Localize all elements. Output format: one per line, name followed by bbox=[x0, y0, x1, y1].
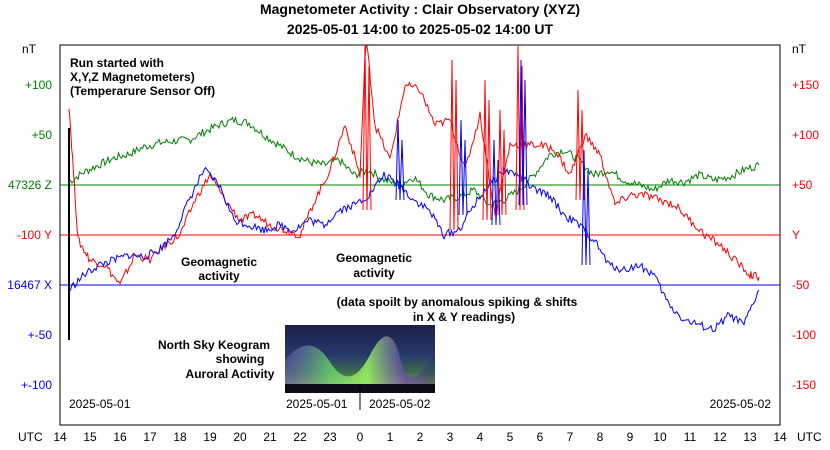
series-z-line bbox=[68, 115, 760, 209]
geo-activity-2-line1: Geomagnetic bbox=[336, 251, 412, 265]
right-unit-label: nT bbox=[792, 42, 807, 56]
left-tick-label: 16467 X bbox=[7, 278, 52, 292]
geo-activity-1-line1: Geomagnetic bbox=[181, 255, 257, 269]
x-tick-label: 3 bbox=[447, 430, 454, 444]
right-tick-label: +150 bbox=[792, 78, 819, 92]
x-tick-label: 5 bbox=[507, 430, 514, 444]
left-unit-label: nT bbox=[22, 42, 37, 56]
left-tick-label: +50 bbox=[32, 128, 53, 142]
spoilt-note-line1: (data spoilt by anomalous spiking & shif… bbox=[337, 295, 578, 309]
right-tick-label: -150 bbox=[792, 378, 816, 392]
x-tick-label: 4 bbox=[477, 430, 484, 444]
x-tick-label: 10 bbox=[653, 430, 667, 444]
x-tick-label: 16 bbox=[113, 430, 127, 444]
date-keogram-right: 2025-05-02 bbox=[369, 397, 431, 411]
keogram-caption-line1: North Sky Keogram bbox=[158, 338, 270, 352]
left-tick-label: 47326 Z bbox=[8, 178, 52, 192]
x-tick-label: 23 bbox=[323, 430, 337, 444]
x-tick-label: 14 bbox=[53, 430, 67, 444]
spike-mark bbox=[575, 89, 585, 201]
right-tick-label: -50 bbox=[792, 278, 810, 292]
utc-label-left: UTC bbox=[18, 430, 43, 444]
x-tick-label: 12 bbox=[713, 430, 727, 444]
x-tick-label: 19 bbox=[203, 430, 217, 444]
series-y-line bbox=[68, 45, 760, 285]
date-end: 2025-05-02 bbox=[710, 397, 772, 411]
spike-mark bbox=[395, 119, 405, 201]
chart-title: Magnetometer Activity : Clair Observator… bbox=[260, 1, 580, 17]
x-tick-label: 1 bbox=[387, 430, 394, 444]
left-tick-label: +-100 bbox=[21, 378, 52, 392]
x-tick-label: 2 bbox=[417, 430, 424, 444]
spike-mark bbox=[515, 45, 525, 211]
x-tick-label: 21 bbox=[263, 430, 277, 444]
spike-mark bbox=[482, 79, 492, 221]
right-tick-label: +100 bbox=[792, 128, 819, 142]
right-tick-label: +50 bbox=[792, 178, 813, 192]
keogram-caption-line3: Auroral Activity bbox=[186, 367, 275, 381]
x-tick-label: 17 bbox=[143, 430, 157, 444]
x-tick-label: 9 bbox=[627, 430, 634, 444]
x-tick-label: 14 bbox=[773, 430, 787, 444]
geo-activity-2-line2: activity bbox=[353, 266, 395, 280]
x-tick-label: 18 bbox=[173, 430, 187, 444]
x-tick-label: 7 bbox=[567, 430, 574, 444]
run-started-line3: (Temperarure Sensor Off) bbox=[70, 84, 215, 98]
right-tick-label: -100 bbox=[792, 328, 816, 342]
x-tick-label: 20 bbox=[233, 430, 247, 444]
x-tick-label: 11 bbox=[684, 430, 697, 444]
x-tick-label: 22 bbox=[293, 430, 307, 444]
run-started-line2: X,Y,Z Magnetometers) bbox=[70, 70, 195, 84]
spike-mark bbox=[362, 45, 372, 211]
chart-subtitle: 2025-05-01 14:00 to 2025-05-02 14:00 UT bbox=[287, 21, 554, 37]
keogram-caption-line2: showing bbox=[216, 352, 265, 366]
left-tick-label: +100 bbox=[25, 78, 52, 92]
run-started-line1: Run started with bbox=[70, 56, 164, 70]
x-tick-label: 6 bbox=[537, 430, 544, 444]
geo-activity-1-line2: activity bbox=[198, 269, 240, 283]
date-start: 2025-05-01 bbox=[69, 397, 131, 411]
spike-mark bbox=[458, 119, 468, 216]
utc-label-right: UTC bbox=[797, 430, 822, 444]
spike-mark bbox=[497, 109, 507, 216]
spike-mark bbox=[518, 59, 528, 206]
spike-mark bbox=[449, 59, 459, 231]
left-tick-label: -100 Y bbox=[17, 228, 52, 242]
x-tick-label: 8 bbox=[597, 430, 604, 444]
series-x-line bbox=[68, 166, 760, 333]
right-tick-label: Y bbox=[792, 228, 800, 242]
x-tick-label: 0 bbox=[357, 430, 364, 444]
left-tick-label: +-50 bbox=[28, 328, 53, 342]
keogram-image bbox=[285, 325, 435, 410]
date-keogram-left: 2025-05-01 bbox=[286, 397, 348, 411]
spike-mark bbox=[581, 149, 591, 266]
spoilt-note-line2: in X & Y readings) bbox=[413, 310, 515, 324]
x-tick-label: 13 bbox=[743, 430, 757, 444]
x-tick-label: 15 bbox=[83, 430, 97, 444]
